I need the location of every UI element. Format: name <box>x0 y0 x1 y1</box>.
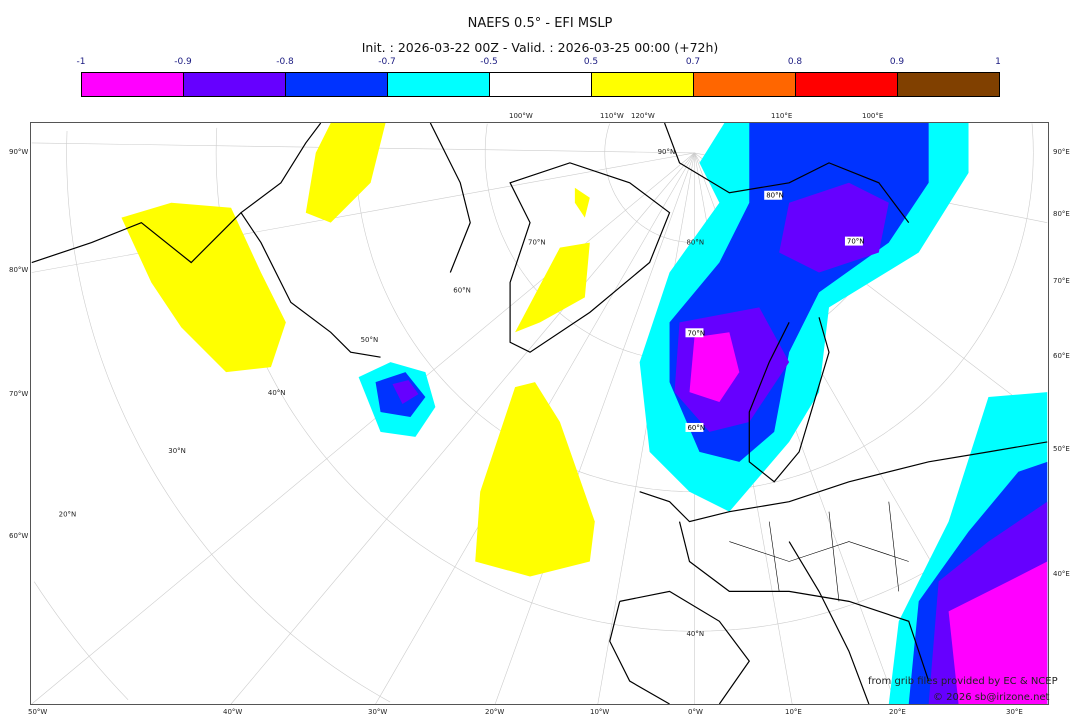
colorbar-tick: 0.5 <box>583 57 599 67</box>
coastlines <box>31 123 1048 704</box>
axis-label-top: 120°W <box>631 112 655 120</box>
latitude-circle <box>33 581 129 701</box>
lat-label: 30°N <box>168 447 186 455</box>
boxed-lat-label: 60°N <box>687 424 705 432</box>
efi-region-negative <box>948 561 1048 704</box>
axis-label-right: 80°E <box>1053 210 1070 218</box>
colorbar-bin <box>592 73 694 96</box>
lat-label: 80°N <box>686 239 704 247</box>
boxed-lat-labels: 80°N 70°N 70°N 60°N <box>685 190 865 432</box>
map-subtitle: Init. : 2026-03-22 00Z - Valid. : 2026-0… <box>361 40 719 55</box>
colorbar-bin <box>286 73 388 96</box>
axis-label-top: 110°W <box>600 112 624 120</box>
axis-label-top: 110°E <box>771 112 793 120</box>
colorbar-bin <box>694 73 796 96</box>
colorbar-tick: 0.8 <box>787 57 803 67</box>
axis-label-right: 50°E <box>1053 445 1070 453</box>
efi-region-negative <box>689 332 740 403</box>
lat-label: 40°N <box>268 389 286 397</box>
efi-region-negative <box>779 182 889 273</box>
axis-label-bottom: 40°W <box>223 708 243 716</box>
axis-label-right: 40°E <box>1053 570 1070 578</box>
colorbar-tick: -0.8 <box>276 57 294 67</box>
axis-label-left: 70°W <box>9 390 29 398</box>
colorbar-bin <box>388 73 490 96</box>
copyright-credit: © 2026 sb@irizone.net <box>933 692 1050 703</box>
latitude-circle <box>1031 123 1034 153</box>
lat-label: 40°N <box>686 630 704 638</box>
efi-region-positive <box>475 382 595 577</box>
axis-label-left: 90°W <box>9 148 29 156</box>
colorbar-bin <box>490 73 592 96</box>
efi-shading <box>121 123 1048 704</box>
axis-label-bottom: 20°E <box>889 708 906 716</box>
colorbar-tick: 0.9 <box>889 57 905 67</box>
latitude-circle <box>355 123 1034 493</box>
map-canvas: 90°N 80°N 70°N 60°N 50°N 40°N 30°N 20°N … <box>30 122 1049 705</box>
colorbar-bin <box>898 73 999 96</box>
axis-label-bottom: 20°W <box>485 708 505 716</box>
axis-label-bottom: 50°W <box>28 708 48 716</box>
data-source-credit: from grib files provided by EC & NCEP <box>868 676 1058 687</box>
efi-region-negative <box>392 380 419 405</box>
axis-label-left: 60°W <box>9 532 29 540</box>
axis-label-right: 70°E <box>1053 277 1070 285</box>
colorbar-tick: -0.9 <box>174 57 192 67</box>
map-title: NAEFS 0.5° - EFI MSLP <box>467 16 613 31</box>
lat-label: 20°N <box>59 511 77 519</box>
axis-label-right: 60°E <box>1053 352 1070 360</box>
colorbar-tick: -1 <box>76 57 86 67</box>
axis-label-right: 90°E <box>1053 148 1070 156</box>
colorbar-bin <box>184 73 286 96</box>
colorbar-tick: -0.7 <box>378 57 396 67</box>
axis-label-bottom: 0°W <box>688 708 703 716</box>
boxed-lat-label: 70°N <box>847 238 865 246</box>
axis-label-bottom: 10°E <box>785 708 802 716</box>
colorbar <box>81 72 1000 97</box>
latitude-circle <box>66 130 391 703</box>
boxed-lat-label: 80°N <box>766 192 784 200</box>
colorbar-bin <box>796 73 898 96</box>
borders <box>729 501 909 602</box>
colorbar-tick: -0.5 <box>480 57 498 67</box>
colorbar-tick: 1 <box>995 57 1001 67</box>
colorbar-bin <box>82 73 184 96</box>
efi-region-positive <box>574 187 590 218</box>
axis-label-top: 100°E <box>862 112 884 120</box>
lat-label: 90°N <box>658 148 676 156</box>
boxed-lat-label: 70°N <box>687 329 705 337</box>
efi-region-positive <box>305 123 386 223</box>
axis-label-left: 80°W <box>9 266 29 274</box>
efi-region-positive <box>121 202 286 373</box>
axis-label-top: 100°W <box>509 112 533 120</box>
lat-labels: 90°N 80°N 70°N 60°N 50°N 40°N 30°N 20°N … <box>59 148 704 638</box>
lat-label: 70°N <box>528 239 546 247</box>
axis-label-bottom: 30°E <box>1006 708 1023 716</box>
colorbar-tick: 0.7 <box>685 57 701 67</box>
efi-region-positive <box>515 242 590 333</box>
lat-label: 60°N <box>453 286 471 294</box>
axis-label-bottom: 10°W <box>590 708 610 716</box>
lat-label: 50°N <box>361 336 379 344</box>
axis-label-bottom: 30°W <box>368 708 388 716</box>
